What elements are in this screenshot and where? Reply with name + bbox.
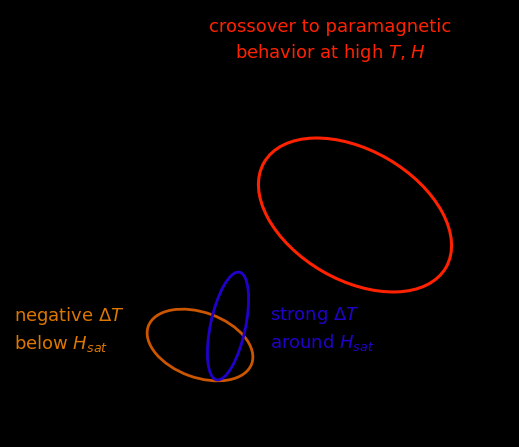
Text: strong $\Delta T$
around $H_{sat}$: strong $\Delta T$ around $H_{sat}$ <box>270 305 375 354</box>
Text: negative $\Delta T$
below $H_{sat}$: negative $\Delta T$ below $H_{sat}$ <box>14 305 125 354</box>
Text: crossover to paramagnetic
behavior at high $T$, $H$: crossover to paramagnetic behavior at hi… <box>209 18 451 64</box>
